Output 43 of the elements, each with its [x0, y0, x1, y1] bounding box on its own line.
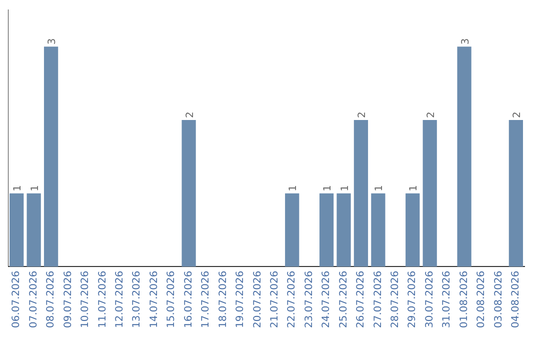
x-tick-label: 20.07.2026	[252, 270, 264, 328]
data-label: 1	[288, 185, 300, 192]
x-tick-label: 17.07.2026	[200, 270, 212, 328]
x-tick-label: 03.08.2026	[493, 270, 504, 328]
x-tick-label: 11.07.2026	[97, 270, 108, 328]
data-label: 3	[460, 38, 472, 45]
x-tick-label: 01.08.2026	[458, 270, 470, 328]
x-tick-label: 27.07.2026	[372, 270, 384, 328]
data-label: 1	[12, 185, 24, 192]
x-tick-label: 23.07.2026	[304, 270, 315, 328]
x-tick-label: 22.07.2026	[286, 270, 298, 328]
x-tick-label: 12.07.2026	[114, 270, 126, 328]
x-tick-label: 19.07.2026	[235, 270, 246, 328]
data-label: 1	[322, 185, 334, 192]
data-label: 2	[184, 112, 196, 118]
x-tick-label: 14.07.2026	[148, 270, 160, 328]
x-tick-label: 29.07.2026	[407, 270, 418, 328]
x-tick-label: 16.07.2026	[183, 270, 194, 328]
data-label: 1	[340, 185, 351, 192]
x-tick-label: 25.07.2026	[338, 270, 350, 328]
x-tick-label: 09.07.2026	[62, 270, 74, 328]
x-tick-label: 26.07.2026	[356, 270, 367, 328]
x-tick-label: 18.07.2026	[218, 270, 229, 328]
x-tick-label: 30.07.2026	[424, 270, 436, 328]
x-tick-label: 28.07.2026	[390, 270, 401, 328]
data-label: 3	[47, 38, 58, 45]
data-label: 1	[374, 185, 386, 192]
x-tick-label: 10.07.2026	[80, 270, 92, 328]
x-tick-label: 31.07.2026	[442, 270, 453, 328]
data-label: 1	[30, 185, 41, 192]
data-label: 2	[426, 112, 437, 118]
x-tick-label: 08.07.2026	[46, 270, 57, 328]
data-label: 1	[408, 185, 420, 192]
x-tick-label: 02.08.2026	[476, 270, 488, 328]
x-tick-label: 06.07.2026	[11, 270, 22, 328]
x-tick-label: 04.08.2026	[510, 270, 522, 328]
x-tick-label: 24.07.2026	[321, 270, 332, 328]
data-label: 2	[512, 112, 523, 118]
x-tick-label: 15.07.2026	[166, 270, 178, 328]
data-label: 2	[356, 112, 368, 118]
x-tick-label: 13.07.2026	[132, 270, 143, 328]
x-tick-label: 07.07.2026	[28, 270, 40, 328]
x-tick-label: 21.07.2026	[269, 270, 280, 328]
